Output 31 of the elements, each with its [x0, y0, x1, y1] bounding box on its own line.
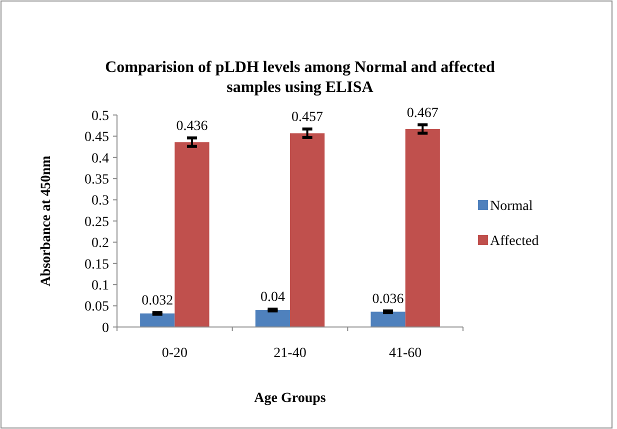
legend-label: Normal — [490, 198, 533, 214]
bar — [255, 310, 290, 327]
data-label: 0.036 — [372, 292, 404, 307]
chart-title: Comparision of pLDH levels among Normal and affected samples using ELISA — [105, 59, 495, 96]
bar — [405, 128, 440, 327]
x-tick-label: 21-40 — [274, 346, 306, 361]
y-tick-label: 0.4 — [92, 151, 109, 166]
x-tick-label: 41-60 — [388, 346, 422, 361]
y-tick-label: 0.25 — [84, 214, 109, 230]
y-tick-label: 0.3 — [92, 194, 109, 209]
y-tick-label: 0.45 — [84, 130, 109, 146]
data-label: 0.457 — [292, 110, 324, 125]
y-tick-label: 0.15 — [84, 257, 109, 272]
y-tick-label: 0.2 — [92, 236, 109, 252]
bar — [174, 142, 210, 327]
y-tick-label: 0.1 — [92, 278, 109, 294]
data-label: 0.436 — [176, 118, 208, 134]
x-axis-title: Age Groups — [254, 391, 326, 406]
y-tick-label: 0.35 — [84, 172, 109, 188]
y-axis-title: Absorbance at 450nm — [39, 155, 54, 286]
legend-label: Affected — [490, 234, 539, 249]
y-tick-label: 0.5 — [92, 108, 109, 124]
bar — [140, 313, 175, 327]
y-tick-label: 0 — [102, 320, 109, 336]
data-label: 0.467 — [406, 106, 438, 121]
bar — [370, 312, 406, 327]
x-tick-label: 0-20 — [162, 346, 188, 361]
data-label: 0.032 — [142, 294, 174, 309]
bar — [290, 133, 325, 327]
data-label: 0.04 — [260, 290, 285, 306]
y-tick-label: 0.05 — [84, 300, 109, 315]
